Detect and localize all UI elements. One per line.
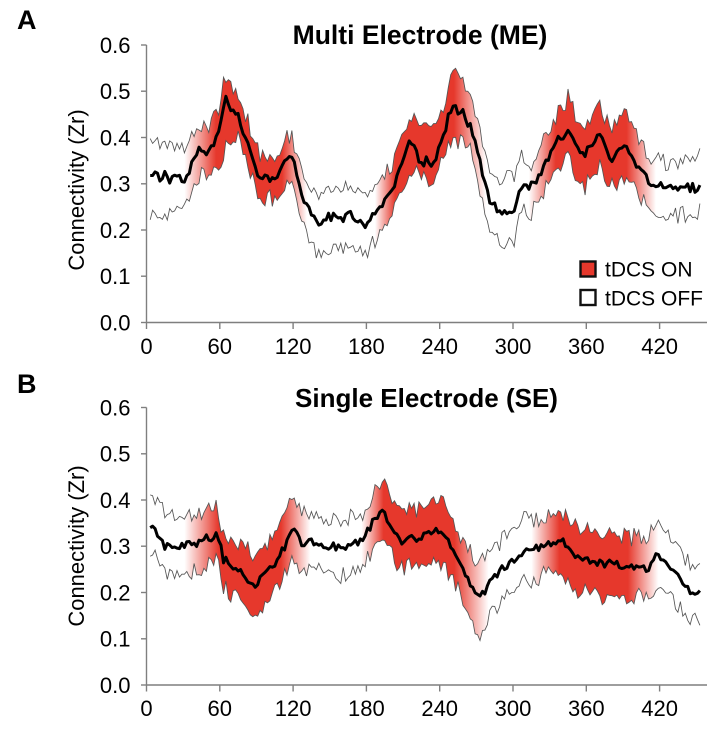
svg-text:0.2: 0.2 <box>100 218 131 243</box>
svg-text:0.3: 0.3 <box>100 172 131 197</box>
svg-text:360: 360 <box>568 696 605 721</box>
svg-text:0.4: 0.4 <box>100 488 131 513</box>
svg-text:Connectivity (Zr): Connectivity (Zr) <box>64 465 89 626</box>
svg-text:420: 420 <box>641 334 678 359</box>
svg-text:0.6: 0.6 <box>100 33 131 58</box>
svg-text:420: 420 <box>641 696 678 721</box>
svg-text:0.1: 0.1 <box>100 264 131 289</box>
svg-text:0.0: 0.0 <box>100 673 131 698</box>
svg-text:120: 120 <box>275 334 312 359</box>
svg-text:tDCS OFF: tDCS OFF <box>605 288 703 311</box>
svg-text:0: 0 <box>140 696 152 721</box>
svg-text:240: 240 <box>421 696 458 721</box>
svg-text:B: B <box>17 369 37 399</box>
svg-text:0.5: 0.5 <box>100 442 131 467</box>
svg-text:Connectivity (Zr): Connectivity (Zr) <box>64 109 89 270</box>
svg-text:0.3: 0.3 <box>100 534 131 559</box>
svg-text:180: 180 <box>348 696 385 721</box>
svg-text:300: 300 <box>495 696 532 721</box>
svg-text:360: 360 <box>568 334 605 359</box>
svg-text:tDCS ON: tDCS ON <box>605 259 693 282</box>
svg-text:0: 0 <box>140 334 152 359</box>
svg-text:60: 60 <box>208 334 232 359</box>
svg-text:A: A <box>17 5 37 35</box>
svg-text:0.0: 0.0 <box>100 310 131 335</box>
svg-text:60: 60 <box>208 696 232 721</box>
svg-text:0.1: 0.1 <box>100 627 131 652</box>
svg-text:Single Electrode (SE): Single Electrode (SE) <box>295 383 558 413</box>
svg-text:240: 240 <box>421 334 458 359</box>
svg-text:0.4: 0.4 <box>100 125 131 150</box>
svg-text:Multi Electrode (ME): Multi Electrode (ME) <box>293 20 548 50</box>
svg-text:0.6: 0.6 <box>100 395 131 420</box>
svg-text:300: 300 <box>495 334 532 359</box>
svg-text:120: 120 <box>275 696 312 721</box>
svg-text:180: 180 <box>348 334 385 359</box>
svg-text:0.5: 0.5 <box>100 79 131 104</box>
svg-text:0.2: 0.2 <box>100 580 131 605</box>
